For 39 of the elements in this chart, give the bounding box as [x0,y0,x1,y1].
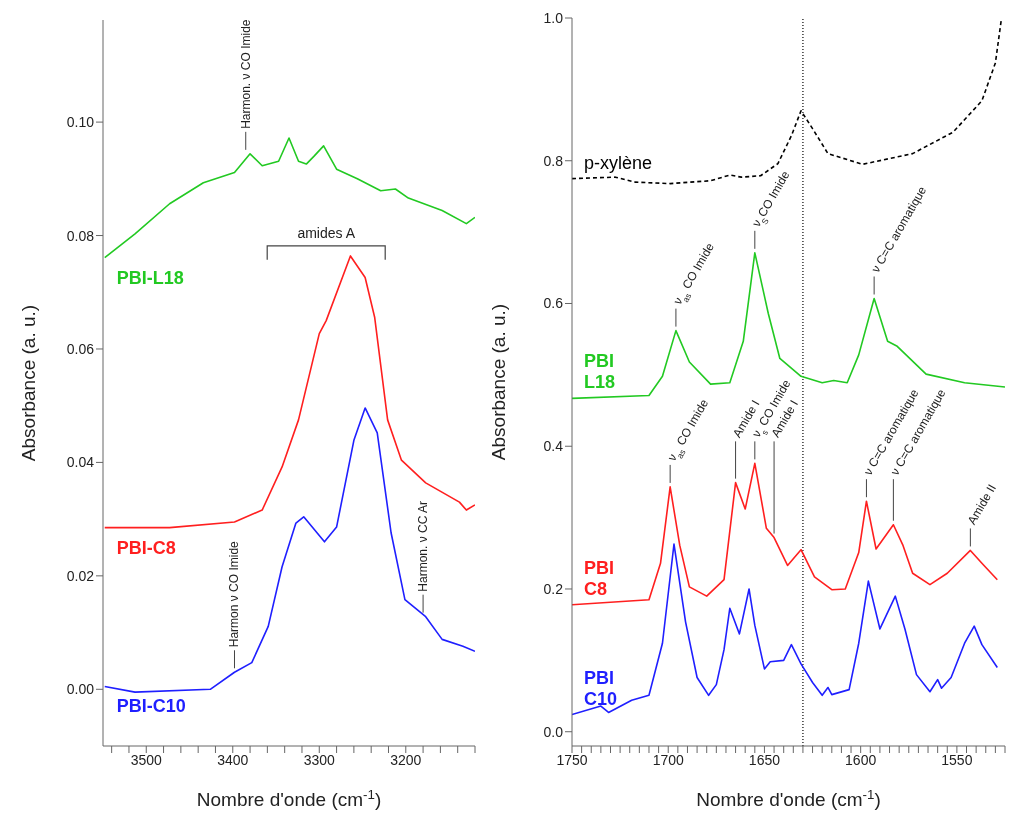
annotation: amides A [297,224,356,241]
annotation: Harmon. ν CO Imide [238,19,253,129]
series-label: PBI C10 [584,667,618,709]
y-tick-label: 1.0 [543,9,564,26]
series-label: PBI-L18 [116,267,184,288]
x-tick-label: 1650 [748,751,781,768]
series-label: p-xylène [584,152,653,173]
y-tick-label: 0.08 [66,227,95,244]
line-series [572,543,999,716]
x-tick-label: 1550 [941,751,973,768]
y-tick-label: 0.0 [543,723,564,740]
x-tick-label: 1750 [556,751,588,768]
x-tick-label: 3500 [130,751,163,768]
y-tick-label: 0.2 [543,580,564,597]
series-label: PBI C8 [584,557,615,599]
y-tick-label: 0.8 [543,152,564,169]
y-tick-label: 0.06 [66,340,95,357]
y-tick-label: 0.4 [543,438,564,455]
series-label: PBI L18 [584,351,616,393]
line-series [103,137,475,259]
x-tick-label: 3400 [217,751,249,768]
y-tick-label: 0.02 [66,567,95,584]
x-axis-title: Nombre d'onde (cm$^{-1}$) [196,786,382,810]
y-tick-label: 0.04 [66,454,95,471]
series-label: PBI-C10 [116,696,186,717]
y-axis-title: Absorbance (a. u.) [488,303,509,461]
annotation: Harmon. ν CC Ar [416,500,431,592]
x-tick-label: 3200 [390,751,422,768]
y-tick-label: 0.6 [543,295,564,312]
annotation: Harmon ν CO Imide [227,540,242,648]
y-tick-label: 0.00 [66,681,95,698]
y-axis-title: Absorbance (a. u.) [18,304,39,462]
x-tick-label: 1600 [845,751,877,768]
line-series [103,407,475,693]
y-tick-label: 0.10 [66,114,95,131]
x-tick-label: 3300 [303,751,336,768]
x-axis-title: Nombre d'onde (cm$^{-1}$) [696,786,881,810]
series-label: PBI-C8 [116,537,176,558]
x-tick-label: 1700 [652,751,684,768]
